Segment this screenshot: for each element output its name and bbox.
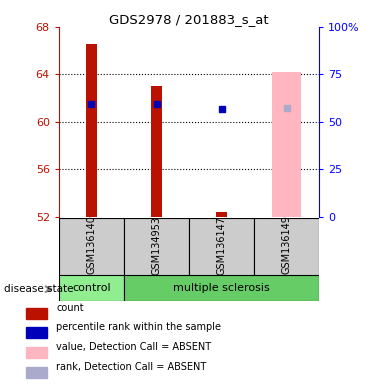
Bar [86,43,97,217]
Bar [26,308,48,319]
Bar [26,367,48,378]
Text: percentile rank within the sample: percentile rank within the sample [56,322,221,332]
Bar [189,218,254,275]
Bar [254,218,319,275]
Text: count: count [56,303,84,313]
Text: rank, Detection Call = ABSENT: rank, Detection Call = ABSENT [56,362,206,372]
Bar [124,218,189,275]
Title: GDS2978 / 201883_s_at: GDS2978 / 201883_s_at [109,13,269,26]
Bar [26,327,48,338]
Bar [59,218,124,275]
Bar [59,275,124,301]
Text: value, Detection Call = ABSENT: value, Detection Call = ABSENT [56,342,211,352]
Text: disease state: disease state [4,284,73,294]
Text: GSM134953: GSM134953 [152,215,162,275]
Text: multiple sclerosis: multiple sclerosis [173,283,270,293]
Text: GSM136147: GSM136147 [217,215,226,275]
Bar [150,86,162,217]
Bar [124,275,319,301]
Text: control: control [72,283,111,293]
Bar [216,212,228,217]
Text: GSM136149: GSM136149 [282,215,292,275]
Bar [272,72,301,217]
Bar [26,347,48,358]
Text: GSM136140: GSM136140 [86,215,97,275]
